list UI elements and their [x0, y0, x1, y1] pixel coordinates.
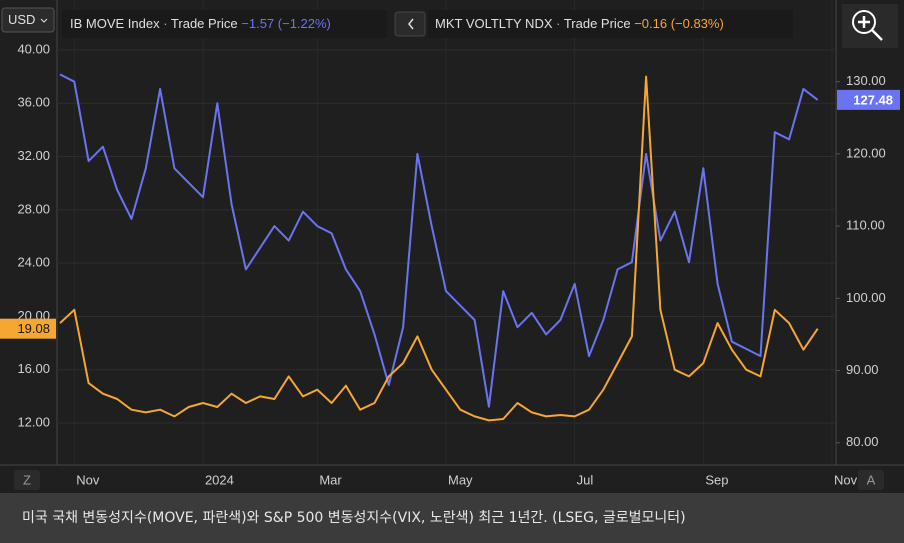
legend-name: IB MOVE Index [70, 16, 160, 31]
last-value-badge [837, 89, 900, 110]
last-value-label: 127.48 [853, 92, 893, 107]
x-tick-label: Sep [705, 472, 728, 487]
grid [57, 0, 836, 465]
y-tick-label: 40.00 [17, 41, 50, 56]
auto-button[interactable] [858, 470, 884, 490]
x-tick-label: Mar [319, 472, 342, 487]
y2-tick-label: 110.00 [846, 218, 885, 233]
legend-entry: MKT VOLTLTY NDX · Trade Price −0.16 (−0.… [435, 16, 724, 31]
separator: · [160, 16, 171, 31]
y-tick-label: 32.00 [17, 148, 50, 163]
legend-change: −0.16 (−0.83%) [634, 16, 724, 31]
series-line [59, 73, 819, 408]
caption: 미국 국채 변동성지수(MOVE, 파란색)와 S&P 500 변동성지수(VI… [0, 493, 904, 543]
y2-tick-label: 120.00 [846, 145, 886, 160]
y-tick-label: 16.00 [17, 361, 50, 376]
legend-price-label: Trade Price [171, 16, 238, 31]
y-tick-label: 12.00 [17, 414, 50, 429]
series-line [59, 75, 819, 422]
legend-price-label: Trade Price [564, 16, 631, 31]
y2-tick-label: 130.00 [846, 73, 886, 88]
separator: · [553, 16, 564, 31]
last-value-badge [0, 318, 56, 339]
zoom-left-button[interactable] [14, 470, 40, 490]
button-label: Z [23, 472, 31, 487]
currency-label: USD [8, 12, 35, 27]
currency-button[interactable] [1, 7, 55, 33]
x-tick-label: Nov [834, 472, 858, 487]
x-tick-label: Jul [577, 472, 594, 487]
collapse-button[interactable] [394, 11, 426, 37]
dropdown-arrow [40, 18, 48, 23]
y2-tick-label: 100.00 [846, 290, 886, 305]
x-tick-label: 2024 [205, 472, 234, 487]
button-label: A [867, 472, 876, 487]
last-value-label: 19.08 [17, 321, 50, 336]
lines [59, 73, 819, 422]
y-tick-label: 24.00 [17, 255, 50, 270]
zoom-icon [852, 10, 876, 34]
legend-name: MKT VOLTLTY NDX [435, 16, 553, 31]
y2-tick-label: 80.00 [846, 434, 879, 449]
x-tick-label: Nov [76, 472, 100, 487]
overlay: USD IB MOVE Index · Trade Price −1.57 (−… [0, 4, 900, 490]
legend-change: −1.57 (−1.22%) [241, 16, 331, 31]
y-tick-label: 36.00 [17, 95, 50, 110]
legend-box [428, 10, 793, 38]
collapse-icon [408, 18, 414, 30]
zoom-icon-detail [858, 16, 883, 41]
y-tick-label: 28.00 [17, 201, 50, 216]
y2-tick-label: 90.00 [846, 362, 879, 377]
x-tick-label: May [448, 472, 473, 487]
chart: USD IB MOVE Index · Trade Price −1.57 (−… [0, 0, 904, 490]
legend-box [62, 10, 387, 38]
zoom-button[interactable] [842, 4, 898, 48]
legend-entry: IB MOVE Index · Trade Price −1.57 (−1.22… [70, 16, 331, 31]
